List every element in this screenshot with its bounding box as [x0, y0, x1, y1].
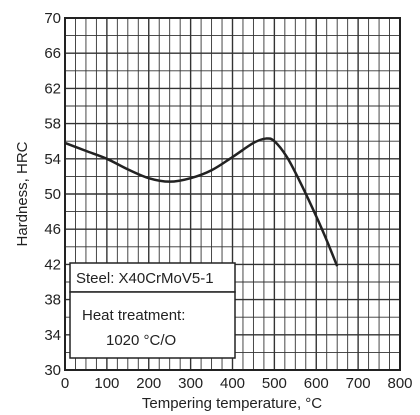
- y-tick-label: 46: [44, 221, 61, 238]
- y-tick-label: 42: [44, 256, 61, 273]
- y-tick-label: 38: [44, 292, 61, 309]
- y-tick-label: 58: [44, 116, 61, 133]
- x-tick-label: 500: [262, 375, 287, 392]
- heat-treatment-label: Heat treatment:: [82, 307, 185, 324]
- y-tick-label: 62: [44, 80, 61, 97]
- heat-treatment-value: 1020 °C/O: [106, 332, 176, 349]
- x-tick-label: 800: [387, 375, 412, 392]
- x-tick-label: 700: [346, 375, 371, 392]
- x-tick-label: 400: [220, 375, 245, 392]
- x-axis-label: Tempering temperature, °C: [142, 395, 322, 412]
- x-tick-label: 600: [304, 375, 329, 392]
- y-tick-label: 30: [44, 362, 61, 379]
- annotation-box: Steel: X40CrMoV5-1 Heat treatment: 1020 …: [69, 262, 236, 359]
- x-tick-label: 0: [61, 375, 69, 392]
- y-tick-label: 50: [44, 186, 61, 203]
- hardness-curve: [64, 137, 339, 267]
- plot-frame: [64, 17, 401, 371]
- x-tick-label: 100: [94, 375, 119, 392]
- y-tick-label: 54: [44, 151, 61, 168]
- y-axis-label: Hardness, HRC: [14, 141, 31, 246]
- x-tick-labels: 0 100 200 300 400 500 600 700 800: [61, 375, 413, 392]
- x-tick-label: 200: [136, 375, 161, 392]
- y-tick-labels: 30 34 38 42 46 50 54 58 62 66 70: [44, 10, 61, 379]
- steel-label: Steel: X40CrMoV5-1: [76, 270, 214, 287]
- y-tick-label: 66: [44, 45, 61, 62]
- y-tick-label: 70: [44, 10, 61, 27]
- x-tick-label: 300: [178, 375, 203, 392]
- y-tick-label: 34: [44, 327, 61, 344]
